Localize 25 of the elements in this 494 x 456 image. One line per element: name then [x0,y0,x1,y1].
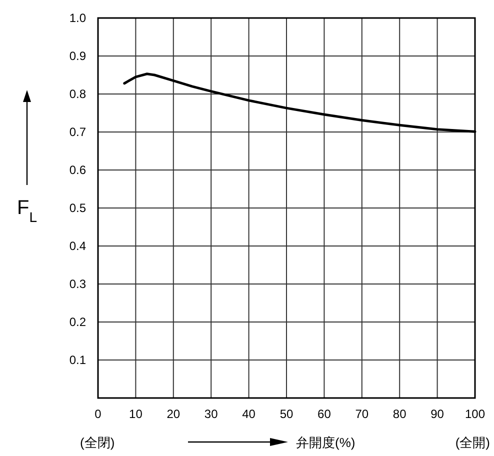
y-tick-label: 0.1 [69,353,86,367]
y-tick-label: 0.8 [69,87,86,101]
text: (全閉) [80,435,115,450]
x-tick-label: 20 [166,407,180,421]
y-tick-label: 0.2 [69,315,86,329]
x-tick-label: 60 [318,407,332,421]
x-tick-label: 10 [129,407,143,421]
y-axis-title: F$_{L}$ [16,197,38,225]
x-tick-label: 80 [392,407,407,421]
y-tick-label: 0.7 [69,125,86,139]
y-tick-label: 1.0 [69,11,86,25]
y-tick-label: 0.4 [69,239,86,253]
x-tick-label: 50 [280,407,294,421]
y-tick-label: 0.3 [69,277,86,291]
x-tick-label: 30 [204,407,218,421]
x-tick-label: 0 [94,407,102,421]
text: (全開) [455,435,490,450]
y-tick-label: 0.5 [69,201,86,215]
y-tick-label: 0.9 [69,49,86,63]
x-tick-label: 40 [242,407,256,421]
x-axis-title: 弁開度(%) [296,435,356,450]
x-tick-label: 90 [430,407,444,421]
x-tick-label: 100 [464,407,486,421]
y-tick-label: 0.6 [69,163,86,177]
x-tick-label: 70 [355,407,369,421]
